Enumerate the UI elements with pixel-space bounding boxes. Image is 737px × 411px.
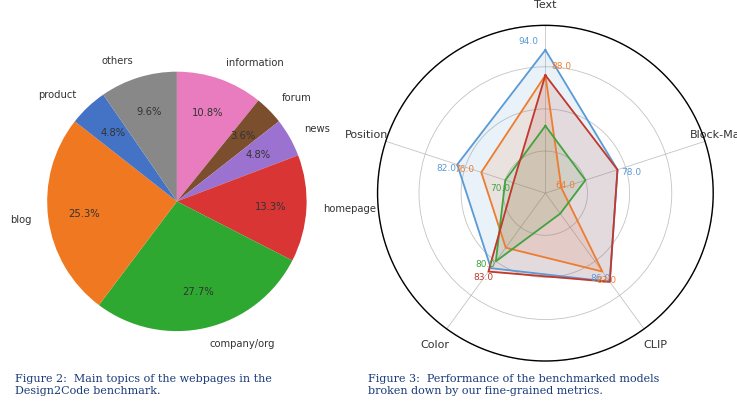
Text: 83.0: 83.0	[596, 276, 616, 285]
Text: 27.7%: 27.7%	[182, 287, 214, 298]
Text: Figure 2:  Main topics of the webpages in the
Design2Code benchmark.: Figure 2: Main topics of the webpages in…	[15, 374, 272, 396]
Text: Figure 3:  Performance of the benchmarked models
broken down by our fine-grained: Figure 3: Performance of the benchmarked…	[368, 374, 660, 396]
Wedge shape	[177, 100, 279, 201]
Text: 13.3%: 13.3%	[254, 201, 286, 212]
Text: blog: blog	[10, 215, 32, 226]
Wedge shape	[177, 121, 298, 201]
Text: 88.0: 88.0	[551, 62, 572, 71]
Polygon shape	[496, 126, 585, 261]
Text: 9.6%: 9.6%	[136, 107, 162, 117]
Polygon shape	[489, 75, 618, 282]
Text: others: others	[102, 56, 133, 67]
Text: 86.0: 86.0	[590, 274, 610, 282]
Text: 80.0: 80.0	[476, 260, 496, 269]
Text: forum: forum	[282, 93, 311, 104]
Wedge shape	[177, 72, 259, 201]
Text: news: news	[304, 124, 330, 134]
Text: product: product	[38, 90, 77, 99]
Text: 78.0: 78.0	[621, 169, 642, 178]
Text: 4.8%: 4.8%	[100, 128, 125, 139]
Text: 64.0: 64.0	[556, 181, 576, 190]
Wedge shape	[177, 155, 307, 261]
Text: information: information	[226, 58, 284, 68]
Wedge shape	[99, 201, 293, 331]
Text: homepage: homepage	[324, 204, 376, 215]
Text: 83.0: 83.0	[473, 272, 494, 282]
Polygon shape	[457, 50, 618, 282]
Text: 25.3%: 25.3%	[69, 208, 100, 219]
Text: 10.8%: 10.8%	[192, 109, 224, 118]
Text: 76.0: 76.0	[454, 165, 474, 174]
Text: 82.0: 82.0	[436, 164, 456, 173]
Text: company/org: company/org	[210, 339, 276, 349]
Text: 70.0: 70.0	[491, 184, 511, 193]
Wedge shape	[75, 95, 177, 201]
Wedge shape	[103, 72, 177, 201]
Text: 3.6%: 3.6%	[231, 131, 256, 141]
Polygon shape	[481, 75, 602, 272]
Text: 4.8%: 4.8%	[245, 150, 270, 160]
Text: 94.0: 94.0	[518, 37, 538, 46]
Wedge shape	[47, 121, 177, 305]
